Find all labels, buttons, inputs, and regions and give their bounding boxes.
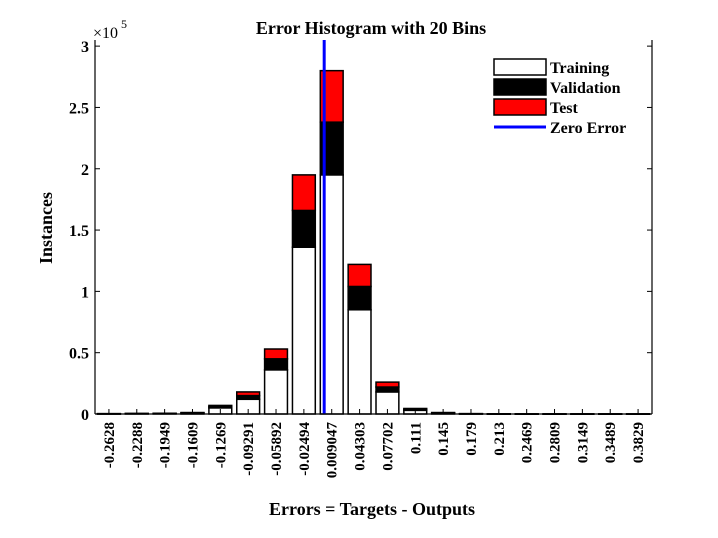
bar-validation-9 [347,285,372,311]
legend-label-test: Test [550,100,579,117]
bar-test-4 [208,404,233,408]
x-tick-label-4: -0.1269 [213,422,229,468]
bar-validation-7 [291,209,317,248]
y-tick-label-2: 1 [81,284,89,301]
y-tick-label-6: 3 [81,39,89,56]
bar-test-8 [319,69,344,123]
histogram-bars [96,69,651,415]
y-tick-label-3: 1.5 [69,223,89,240]
y-tick-label-1: 0.5 [69,346,89,363]
bar-training-6 [263,369,289,415]
x-tick-label-13: 0.179 [464,422,480,456]
bar-test-6 [263,348,289,360]
legend-label-training: Training [550,60,609,77]
x-tick-label-17: 0.3149 [575,422,591,463]
x-tick-label-12: 0.145 [436,422,452,456]
bar-test-7 [291,174,317,212]
y-axis-exponent-power: 5 [121,17,127,31]
x-tick-label-16: 0.2809 [548,422,564,463]
legend-swatch-validation [493,78,547,96]
x-tick-label-2: -0.1949 [158,422,174,468]
y-tick-label-5: 2.5 [69,100,89,117]
x-axis-label: Errors = Targets - Outputs [269,499,475,519]
x-tick-label-14: 0.213 [492,422,508,456]
legend-swatch-training [493,58,547,76]
x-tick-label-11: 0.111 [408,422,424,454]
y-tick-label-0: 0 [81,407,89,424]
y-axis-exponent: ×10 5 [93,17,127,42]
chart-title: Error Histogram with 20 Bins [256,18,486,38]
y-tick-label-4: 2 [81,162,89,179]
bar-training-9 [347,309,372,415]
x-tick-label-3: -0.1609 [185,422,201,468]
legend-label-zero-error: Zero Error [550,120,626,137]
x-axis-ticks: -0.2628 -0.2288 -0.1949 -0.1609 -0.1269 -0.09… [102,409,647,478]
x-tick-label-19: 0.3829 [631,422,647,463]
chart-legend: Training Validation Test Zero Error [493,58,626,137]
x-tick-label-10: 0.07702 [380,422,396,471]
y-axis-ticks: 0 0.5 1 1.5 2 2.5 3 [69,39,652,424]
bar-test-9 [347,263,372,288]
x-tick-label-6: -0.05892 [269,422,285,476]
bar-test-5 [236,391,261,397]
x-tick-label-0: -0.2628 [102,422,118,468]
x-tick-label-7: -0.02494 [297,422,313,476]
x-tick-label-8: 0.009047 [325,422,341,479]
y-axis-label: Instances [36,192,56,264]
x-tick-label-9: 0.04303 [353,422,369,471]
x-tick-label-5: -0.09291 [241,422,257,476]
legend-label-validation: Validation [550,80,621,97]
bar-test-10 [375,381,400,388]
x-tick-label-15: 0.2469 [520,422,536,463]
x-tick-label-1: -0.2288 [130,422,146,468]
legend-swatch-test [493,98,547,116]
bar-validation-6 [263,358,289,371]
bar-training-7 [291,246,317,415]
plot-axes [94,40,653,415]
y-axis-exponent-base: ×10 [93,25,118,42]
x-tick-label-18: 0.3489 [603,422,619,463]
